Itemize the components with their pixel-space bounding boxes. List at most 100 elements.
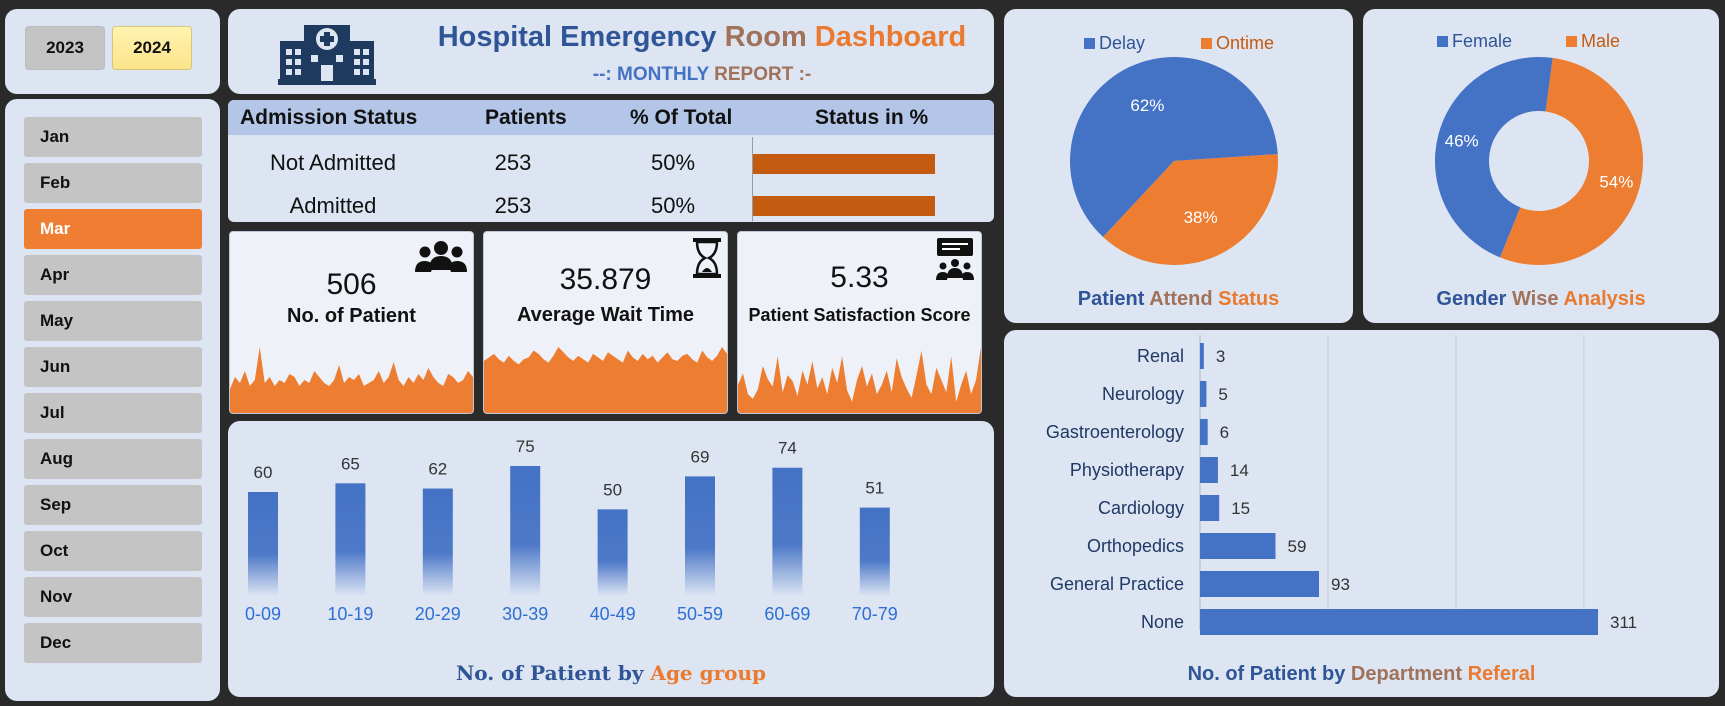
hourglass-icon bbox=[693, 238, 721, 278]
slice-male bbox=[1500, 57, 1643, 265]
dept-category-label: Orthopedics bbox=[1087, 536, 1184, 556]
sparkline-area bbox=[738, 347, 981, 413]
dept-bar-renal bbox=[1200, 343, 1204, 369]
age-bar-70-79 bbox=[859, 507, 890, 596]
slice-label: 38% bbox=[1184, 208, 1218, 227]
month-button-nov[interactable]: Nov bbox=[24, 577, 202, 617]
age-bar-30-39 bbox=[510, 466, 541, 596]
kpi-label: Patient Satisfaction Score bbox=[748, 305, 971, 325]
kpi-card-satisfaction: 5.33 Patient Satisfaction Score bbox=[737, 231, 982, 414]
slice-label: 62% bbox=[1130, 96, 1164, 115]
age-category-label: 20-29 bbox=[415, 604, 461, 624]
gender-chart: Female Male 46% 54% Gender Wise Analysis bbox=[1363, 9, 1719, 323]
month-button-jun[interactable]: Jun bbox=[24, 347, 202, 387]
age-bar-50-59 bbox=[685, 476, 715, 596]
age-category-label: 0-09 bbox=[245, 604, 281, 624]
slice-delay bbox=[1070, 56, 1278, 238]
age-bar-value: 60 bbox=[254, 463, 273, 482]
row-status: Not Admitted bbox=[270, 150, 396, 175]
month-button-dec[interactable]: Dec bbox=[24, 623, 202, 663]
column-header-status-in-pct: Status in % bbox=[815, 106, 929, 129]
bar-axis bbox=[752, 137, 753, 221]
admission-status-table: Admission Status Patients % Of Total Sta… bbox=[228, 100, 994, 222]
age-bar-value: 50 bbox=[603, 480, 622, 499]
sparkline-wait-time bbox=[484, 347, 727, 413]
age-bar-value: 62 bbox=[428, 460, 447, 479]
dept-bar-orthopedics bbox=[1200, 533, 1276, 559]
month-button-feb[interactable]: Feb bbox=[24, 163, 202, 203]
slice-label: 46% bbox=[1445, 132, 1479, 151]
dept-category-label: General Practice bbox=[1050, 574, 1184, 594]
sparkline-patients bbox=[230, 347, 473, 413]
dept-bar-gastroenterology bbox=[1200, 419, 1208, 445]
month-button-jul[interactable]: Jul bbox=[24, 393, 202, 433]
age-bar-value: 51 bbox=[865, 479, 884, 498]
dept-category-label: Gastroenterology bbox=[1046, 422, 1184, 442]
age-category-label: 10-19 bbox=[327, 604, 373, 624]
age-category-label: 70-79 bbox=[852, 604, 898, 624]
age-bar-20-29 bbox=[422, 488, 453, 596]
month-button-apr[interactable]: Apr bbox=[24, 255, 202, 295]
dept-category-label: Physiotherapy bbox=[1070, 460, 1184, 480]
age-category-label: 50-59 bbox=[677, 604, 723, 624]
age-bar-40-49 bbox=[597, 509, 628, 596]
row-pct: 50% bbox=[650, 193, 696, 218]
month-button-aug[interactable]: Aug bbox=[24, 439, 202, 479]
month-button-jan[interactable]: Jan bbox=[24, 117, 202, 157]
legend-item-delay: Delay bbox=[1084, 33, 1145, 54]
column-header-patients: Patients bbox=[485, 106, 567, 129]
department-plot: Renal 3 Neurology 5 Gastroenterology 6 Physiot… bbox=[1046, 335, 1637, 635]
dept-category-label: Cardiology bbox=[1098, 498, 1184, 518]
dept-bar-cardiology bbox=[1200, 495, 1220, 521]
dept-bar-value: 14 bbox=[1230, 461, 1249, 480]
legend-item-ontime: Ontime bbox=[1201, 33, 1274, 54]
sparkline-area bbox=[230, 347, 473, 413]
dept-bar-value: 5 bbox=[1218, 385, 1227, 404]
attend-chart-title: Patient Attend Status bbox=[1077, 288, 1280, 310]
gender-donut: 46% 54% bbox=[1435, 56, 1643, 265]
column-header-admission-status: Admission Status bbox=[240, 106, 418, 129]
age-category-label: 60-69 bbox=[764, 604, 810, 624]
month-button-may[interactable]: May bbox=[24, 301, 202, 341]
age-bar-10-19 bbox=[335, 483, 366, 596]
sparkline-satisfaction bbox=[738, 347, 981, 413]
kpi-value: 506 bbox=[326, 268, 377, 301]
age-bar-value: 65 bbox=[341, 454, 360, 473]
dept-bar-value: 59 bbox=[1288, 537, 1307, 556]
year-button-2024[interactable]: 2024 bbox=[112, 26, 192, 70]
slice-female bbox=[1435, 56, 1553, 258]
dept-bar-value: 3 bbox=[1216, 347, 1225, 366]
age-category-label: 40-49 bbox=[590, 604, 636, 624]
age-chart-title: No. of Patient by Age group bbox=[455, 661, 766, 685]
age-group-chart: 60 0-09 65 10-19 62 20-29 75 30-39 50 40-49 69 50-5… bbox=[228, 421, 994, 697]
dept-bar-value: 15 bbox=[1231, 499, 1250, 518]
status-bar bbox=[753, 196, 935, 216]
slice-ontime bbox=[1103, 154, 1278, 266]
row-pct: 50% bbox=[650, 150, 696, 175]
dept-bar-value: 93 bbox=[1331, 575, 1350, 594]
age-bar-60-69 bbox=[772, 467, 803, 596]
dashboard-header: Hospital Emergency Room Dashboard --: MO… bbox=[228, 9, 994, 94]
dept-bar-physiotherapy bbox=[1200, 457, 1218, 483]
gender-chart-title: Gender Wise Analysis bbox=[1436, 288, 1646, 310]
kpi-value: 35.879 bbox=[559, 263, 652, 296]
table-header: Admission Status Patients % Of Total Sta… bbox=[228, 100, 994, 135]
kpi-value: 5.33 bbox=[830, 261, 889, 294]
age-category-label: 30-39 bbox=[502, 604, 548, 624]
legend-item-female: Female bbox=[1437, 31, 1512, 52]
age-bar-value: 75 bbox=[516, 437, 535, 456]
attend-status-chart: Delay Ontime 62% 38% Patient Attend Statu… bbox=[1004, 9, 1353, 323]
kpi-label: No. of Patient bbox=[287, 305, 416, 327]
dept-bar-value: 6 bbox=[1220, 423, 1229, 442]
dept-bar-neurology bbox=[1200, 381, 1207, 407]
slice-label: 54% bbox=[1599, 172, 1633, 191]
month-button-mar[interactable]: Mar bbox=[24, 209, 202, 249]
dept-category-label: Renal bbox=[1137, 346, 1184, 366]
row-status: Admitted bbox=[289, 193, 377, 218]
month-button-sep[interactable]: Sep bbox=[24, 485, 202, 525]
department-referral-chart: Renal 3 Neurology 5 Gastroenterology 6 Physiot… bbox=[1004, 330, 1719, 697]
people-group-icon bbox=[415, 241, 467, 272]
month-button-oct[interactable]: Oct bbox=[24, 531, 202, 571]
year-button-2023[interactable]: 2023 bbox=[25, 26, 105, 70]
attend-pie: 62% 38% bbox=[1070, 56, 1278, 266]
